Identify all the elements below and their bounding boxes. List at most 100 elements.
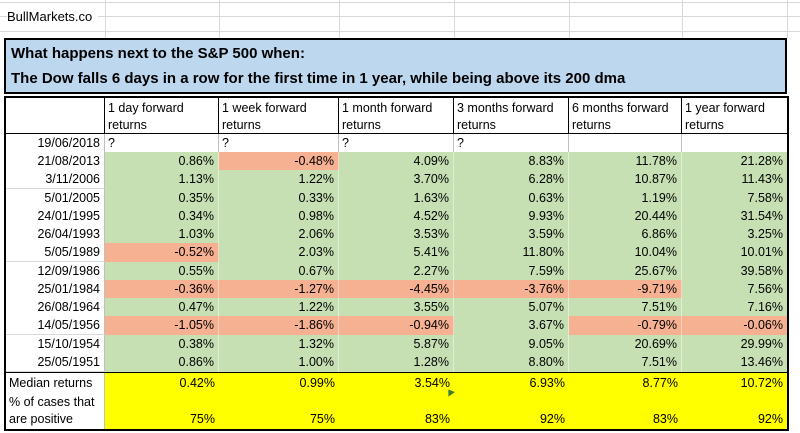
positive-value-cell[interactable]: 92% [682,393,787,429]
pending-value-cell[interactable]: ? [105,134,219,153]
positive-value-cell[interactable]: 83% [339,393,454,429]
return-value-cell[interactable]: 7.51% [569,298,682,317]
return-value-cell[interactable]: -4.45% [339,279,454,299]
return-value-cell[interactable]: 5.07% [454,298,569,317]
column-header[interactable]: 6 months forward returns [569,98,682,133]
return-value-cell[interactable]: -0.36% [105,279,219,299]
return-value-cell[interactable]: 3.55% [339,298,454,317]
return-value-cell[interactable]: 0.38% [105,334,219,354]
median-value-cell[interactable]: 6.93% [454,373,569,394]
date-cell[interactable]: 24/01/1995 [6,206,105,226]
date-cell[interactable]: 5/01/2005 [6,188,105,208]
return-value-cell[interactable]: 10.87% [569,170,682,190]
return-value-cell[interactable]: 31.54% [682,206,787,226]
return-value-cell[interactable]: 20.69% [569,334,682,354]
return-value-cell[interactable]: -1.86% [219,316,339,336]
return-value-cell[interactable]: 1.32% [219,334,339,354]
return-value-cell[interactable]: -0.94% [339,316,454,336]
date-cell[interactable]: 26/08/1964 [6,298,105,317]
return-value-cell[interactable]: 0.63% [454,188,569,208]
return-value-cell[interactable]: 6.86% [569,225,682,244]
date-cell[interactable]: 5/05/1989 [6,243,105,263]
return-value-cell[interactable]: 7.51% [569,352,682,372]
return-value-cell[interactable]: 25.67% [569,261,682,281]
return-value-cell[interactable]: 0.67% [219,261,339,281]
return-value-cell[interactable]: 5.87% [339,334,454,354]
return-value-cell[interactable]: 3.25% [682,225,787,244]
median-value-cell[interactable]: 3.54% [339,373,454,394]
return-value-cell[interactable]: 0.55% [105,261,219,281]
return-value-cell[interactable]: 3.59% [454,225,569,244]
return-value-cell[interactable]: 9.05% [454,334,569,354]
return-value-cell[interactable]: -9.71% [569,279,682,299]
return-value-cell[interactable]: 1.19% [569,188,682,208]
return-value-cell[interactable]: 11.43% [682,170,787,190]
return-value-cell[interactable]: 1.22% [219,298,339,317]
median-value-cell[interactable]: 8.77% [569,373,682,394]
return-value-cell[interactable]: 29.99% [682,334,787,354]
return-value-cell[interactable]: 0.86% [105,152,219,171]
return-value-cell[interactable]: 1.03% [105,225,219,244]
return-value-cell[interactable]: 1.00% [219,352,339,372]
return-value-cell[interactable]: 0.33% [219,188,339,208]
return-value-cell[interactable]: 6.28% [454,170,569,190]
return-value-cell[interactable]: 1.63% [339,188,454,208]
return-value-cell[interactable]: 8.83% [454,152,569,171]
return-value-cell[interactable]: 3.67% [454,316,569,336]
return-value-cell[interactable]: 0.34% [105,206,219,226]
date-cell[interactable]: 25/05/1951 [6,352,105,372]
column-header[interactable]: 3 months forward returns [454,98,569,133]
pending-value-cell[interactable] [682,134,787,153]
return-value-cell[interactable]: 7.16% [682,298,787,317]
date-cell[interactable]: 12/09/1986 [6,261,105,281]
positive-value-cell[interactable]: 75% [105,393,219,429]
date-cell[interactable]: 26/04/1993 [6,225,105,244]
return-value-cell[interactable]: -1.27% [219,279,339,299]
return-value-cell[interactable]: 21.28% [682,152,787,171]
return-value-cell[interactable]: -0.52% [105,243,219,263]
date-cell[interactable]: 25/01/1984 [6,279,105,299]
return-value-cell[interactable]: 10.01% [682,243,787,263]
return-value-cell[interactable]: 20.44% [569,206,682,226]
return-value-cell[interactable]: 2.03% [219,243,339,263]
return-value-cell[interactable]: 11.80% [454,243,569,263]
pending-value-cell[interactable] [569,134,682,153]
pending-value-cell[interactable]: ? [219,134,339,153]
median-value-cell[interactable]: 0.99% [219,373,339,394]
return-value-cell[interactable]: 0.86% [105,352,219,372]
return-value-cell[interactable]: 0.47% [105,298,219,317]
median-value-cell[interactable]: 0.42% [105,373,219,394]
column-header[interactable]: 1 week forward returns [219,98,339,133]
return-value-cell[interactable]: 0.35% [105,188,219,208]
return-value-cell[interactable]: 10.04% [569,243,682,263]
return-value-cell[interactable]: 13.46% [682,352,787,372]
column-header[interactable]: 1 month forward returns [339,98,454,133]
return-value-cell[interactable]: 3.53% [339,225,454,244]
return-value-cell[interactable]: 5.41% [339,243,454,263]
return-value-cell[interactable]: 1.22% [219,170,339,190]
return-value-cell[interactable]: 9.93% [454,206,569,226]
return-value-cell[interactable]: 3.70% [339,170,454,190]
pending-value-cell[interactable]: ? [454,134,569,153]
column-header[interactable]: 1 day forward returns [105,98,219,133]
return-value-cell[interactable]: 4.09% [339,152,454,171]
return-value-cell[interactable]: 1.28% [339,352,454,372]
return-value-cell[interactable]: -1.05% [105,316,219,336]
return-value-cell[interactable]: -0.79% [569,316,682,336]
column-header[interactable]: 1 year forward returns [682,98,787,133]
date-cell[interactable]: 15/10/1954 [6,334,105,354]
positive-value-cell[interactable]: 83% [569,393,682,429]
positive-value-cell[interactable]: 92% [454,393,569,429]
date-cell[interactable]: 19/06/2018 [6,134,105,153]
return-value-cell[interactable]: -0.06% [682,316,787,336]
return-value-cell[interactable]: 11.78% [569,152,682,171]
pending-value-cell[interactable]: ? [339,134,454,153]
return-value-cell[interactable]: 0.98% [219,206,339,226]
return-value-cell[interactable]: -3.76% [454,279,569,299]
date-cell[interactable]: 14/05/1956 [6,316,105,336]
return-value-cell[interactable]: 7.56% [682,279,787,299]
return-value-cell[interactable]: 2.06% [219,225,339,244]
return-value-cell[interactable]: 2.27% [339,261,454,281]
column-header-date[interactable] [6,98,105,133]
median-value-cell[interactable]: 10.72% [682,373,787,394]
